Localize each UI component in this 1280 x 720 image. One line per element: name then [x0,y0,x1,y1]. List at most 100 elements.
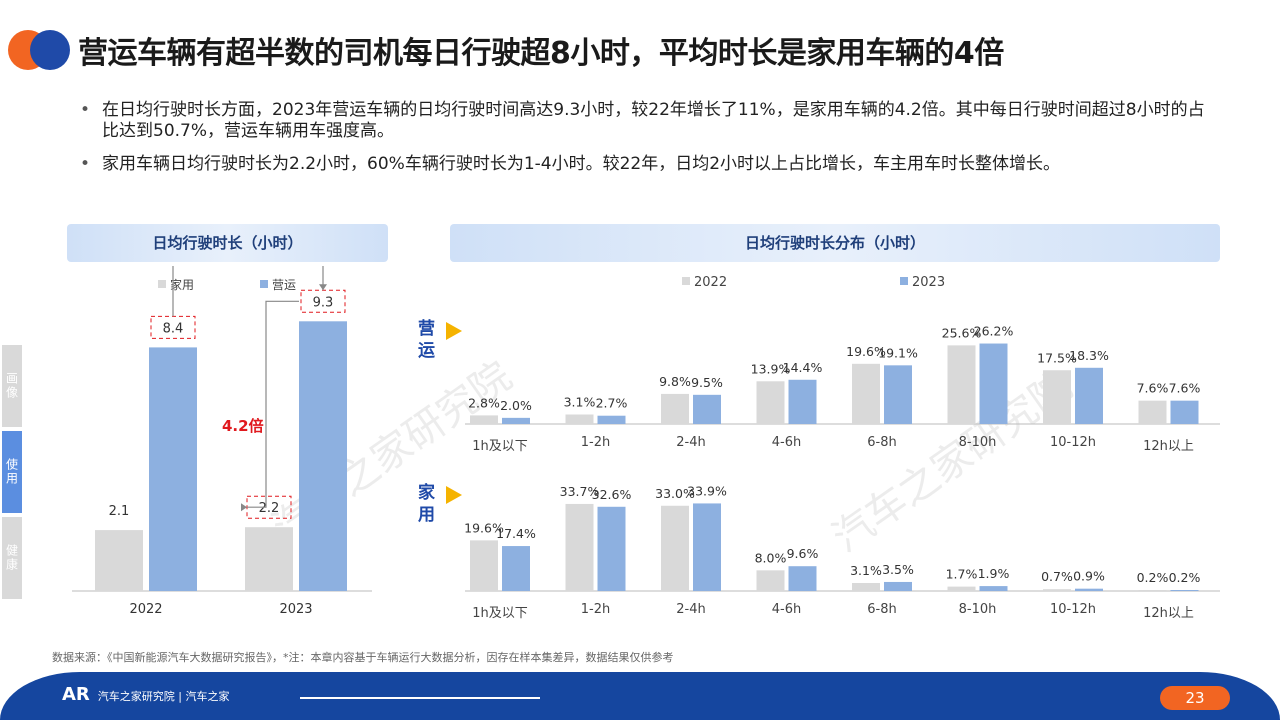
x-tick-家用-8-10h: 8-10h [959,602,997,617]
value-label-营运-2022-12h以上: 7.6% [1137,381,1169,396]
bar-营运-2023-4-6h [788,379,817,424]
ratio-bracket-arrow [241,503,247,512]
value-label-营运-2022-1h及以下: 2.8% [468,395,500,410]
bar-家用-2023-2-4h [693,503,721,591]
bar-营运-2022-2-4h [661,393,689,424]
legend-swatch-2023 [900,277,908,285]
bar-家用-2022-1-2h [565,503,594,591]
footer-bar [0,672,1280,720]
bar-营运-2023-10-12h [1075,367,1103,424]
legend-label-1: 营运 [272,278,296,292]
group-label-家用: 家用 [418,482,435,525]
summary-bullets: 在日均行驶时长方面，2023年营运车辆的日均行驶时间高达9.3小时，较22年增长… [78,100,1208,187]
growth-bracket [172,266,324,317]
value-label-营运-2023-12h以上: 7.6% [1169,381,1201,396]
value-label-营运-2022-10-12h: 17.5% [1037,350,1077,365]
bar-营运-2023-1h及以下 [502,417,530,424]
bullet-1: 在日均行驶时长方面，2023年营运车辆的日均行驶时间高达9.3小时，较22年增长… [78,100,1208,142]
value-label-家用-2023-4-6h: 9.6% [787,546,819,561]
value-label-家用-2022-10-12h: 0.7% [1041,569,1073,584]
x-tick-家用-12h以上: 12h以上 [1143,606,1194,621]
x-tick-营运-10-12h: 10-12h [1050,435,1096,450]
side-tab-portrait[interactable]: 画像 [2,345,22,427]
x-tick-营运-1-2h: 1-2h [581,435,610,450]
value-label-家用-2023-12h以上: 0.2% [1169,570,1201,585]
bar-营运-2022-1h及以下 [470,415,498,424]
side-tab-health[interactable]: 健康 [2,517,22,599]
x-tick-家用-6-8h: 6-8h [867,602,896,617]
x-tick-营运-12h以上: 12h以上 [1143,439,1194,454]
bar-营运-2023-6-8h [884,365,912,424]
value-label-家用-2022-4-6h: 8.0% [755,550,787,565]
bar-营运-2022 [149,347,197,591]
legend-swatch-1 [260,280,268,288]
bar-营运-2023 [299,321,347,591]
growth-bracket-arrow [319,284,327,291]
ratio-annotation: 4.2倍 [222,417,264,435]
bar-家用-2023-8-10h [979,586,1008,591]
x-tick-家用-10-12h: 10-12h [1050,602,1096,617]
side-tabs: 画像 使用 健康 [2,345,22,603]
legend-label-0: 家用 [170,277,194,292]
x-tick-2023: 2023 [279,602,312,617]
value-label-家用-2023: 2.2 [259,501,280,516]
left-chart-header: 日均行驶时长（小时） [67,224,388,262]
legend-label-2023: 2023 [912,275,945,290]
bar-家用-2023-6-8h [884,581,912,591]
x-tick-2022: 2022 [129,602,162,617]
bar-家用-2022-12h以上 [1138,590,1167,591]
legend-label-2022: 2022 [694,275,727,290]
group-pointer-icon-营运 [446,322,462,340]
value-label-家用-2022-1h及以下: 19.6% [464,520,504,535]
bar-营运-2023-1-2h [597,415,626,424]
group-label-营运: 营运 [418,318,435,361]
footer-logo: AR 汽车之家研究院 | 汽车之家 [62,684,230,705]
bar-家用-2022-1h及以下 [470,540,498,591]
value-label-家用-2022-1-2h: 33.7% [560,484,600,499]
bar-营运-2022-12h以上 [1138,400,1167,424]
value-label-家用-2022-8-10h: 1.7% [946,567,978,582]
bar-营运-2023-2-4h [693,394,721,424]
bar-家用-2022-6-8h [852,582,880,591]
value-label-营运-2023-1h及以下: 2.0% [500,398,532,413]
value-label-营运-2022-1-2h: 3.1% [564,394,596,409]
data-source-note: 数据来源：《中国新能源汽车大数据研究报告》，*注：本章内容基于车辆运行大数据分析… [52,651,674,664]
value-label-家用-2023-1-2h: 32.6% [592,487,632,502]
bar-家用-2023 [245,527,293,591]
bar-营运-2023-8-10h [979,343,1008,424]
group-pointer-icon-家用 [446,486,462,504]
value-label-家用-2022: 2.1 [109,504,130,519]
legend-swatch-0 [158,280,166,288]
x-tick-家用-1h及以下: 1h及以下 [472,606,528,621]
side-tab-usage[interactable]: 使用 [2,431,22,513]
bar-营运-2022-10-12h [1043,370,1071,424]
value-label-营运-2022: 8.4 [163,321,184,336]
bar-家用-2022-10-12h [1043,589,1071,591]
value-label-家用-2022-6-8h: 3.1% [850,563,882,578]
value-label-家用-2022-12h以上: 0.2% [1137,570,1169,585]
x-tick-营运-6-8h: 6-8h [867,435,896,450]
value-label-家用-2023-6-8h: 3.5% [882,562,914,577]
legend-swatch-2022 [682,277,690,285]
bar-家用-2022-8-10h [947,586,976,591]
value-label-营运-2023-1-2h: 2.7% [596,396,628,411]
value-label-家用-2023-2-4h: 33.9% [687,483,727,498]
value-label-营运-2022-2-4h: 9.8% [659,374,691,389]
x-tick-家用-4-6h: 4-6h [772,602,801,617]
bar-营运-2022-4-6h [756,381,785,424]
bar-家用-2023-1h及以下 [502,546,530,591]
right-chart-header: 日均行驶时长分布（小时） [450,224,1220,262]
logo-text: 汽车之家研究院 | 汽车之家 [97,690,230,703]
logo-mark: AR [62,684,90,705]
value-label-家用-2023-1h及以下: 17.4% [496,526,536,541]
bar-家用-2023-1-2h [597,506,626,591]
x-tick-营运-1h及以下: 1h及以下 [472,439,528,454]
page-title: 营运车辆有超半数的司机每日行驶超8小时，平均时长是家用车辆的4倍 [78,36,1004,71]
value-label-家用-2022-2-4h: 33.0% [655,486,695,501]
page-number: 23 [1160,686,1230,710]
bar-营运-2022-1-2h [565,414,594,424]
bar-营运-2022-6-8h [852,363,880,424]
bar-家用-2022 [95,530,143,591]
